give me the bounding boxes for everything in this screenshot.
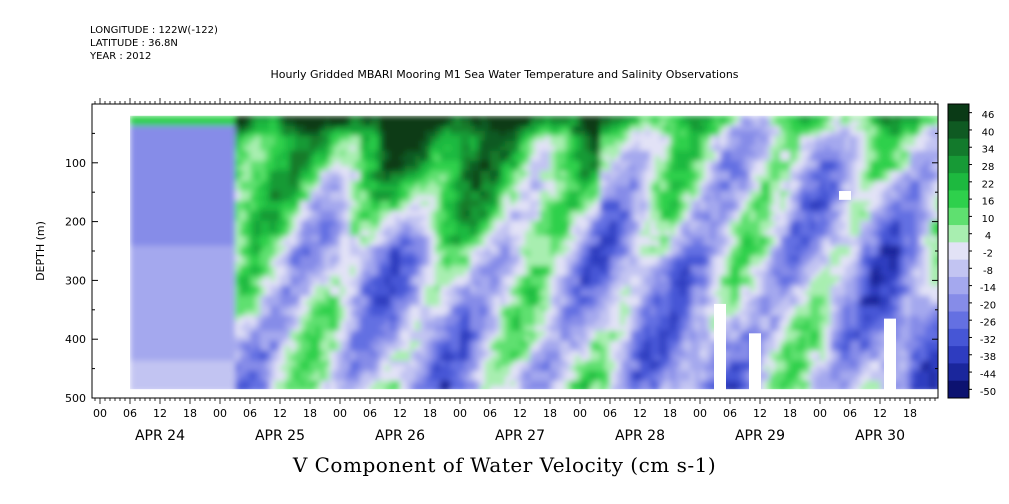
colorbar-label: -26 (980, 318, 996, 329)
x-hour-label: 06 (123, 407, 137, 420)
heatmap-cells (130, 115, 938, 392)
colorbar-label: 16 (982, 197, 995, 208)
colorbar-swatch (948, 138, 969, 157)
colorbar-label: -32 (980, 335, 996, 346)
x-hour-label: 00 (573, 407, 587, 420)
colorbar-swatch (948, 380, 969, 399)
colorbar-label: 34 (982, 145, 995, 156)
x-day-label: APR 25 (255, 428, 305, 444)
colorbar-label: 40 (982, 127, 995, 138)
colorbar-swatch (948, 155, 969, 174)
x-hour-label: 18 (783, 407, 797, 420)
chart-title: Hourly Gridded MBARI Mooring M1 Sea Wate… (270, 68, 739, 81)
x-axis-title: V Component of Water Velocity (cm s-1) (292, 453, 717, 477)
x-hour-label: 06 (843, 407, 857, 420)
x-hour-label: 06 (723, 407, 737, 420)
x-hour-label: 12 (753, 407, 767, 420)
year-label: YEAR : 2012 (90, 51, 152, 62)
colorbar: 46 40 34 28 22 16 10 4 -2 -8 -14 -20 -26 -32 -38 -44 -50 (947, 103, 996, 399)
x-hour-label: 06 (363, 407, 377, 420)
x-hour-label: 06 (603, 407, 617, 420)
colorbar-label: -14 (980, 283, 996, 294)
colorbar-swatch (948, 311, 969, 330)
colorbar-label: -50 (980, 387, 996, 398)
x-hour-label: 12 (273, 407, 287, 420)
y-axis: 100 200 300 400 500 (65, 132, 938, 405)
colorbar-swatch (948, 207, 969, 226)
colorbar-label: 10 (982, 214, 995, 225)
x-day-label: APR 28 (615, 428, 665, 444)
x-hour-label: 18 (543, 407, 557, 420)
x-hour-label: 18 (303, 407, 317, 420)
x-hour-label: 06 (483, 407, 497, 420)
colorbar-swatch (948, 190, 969, 209)
x-hour-label: 00 (813, 407, 827, 420)
colorbar-swatch (948, 121, 969, 140)
colorbar-swatch (948, 294, 969, 313)
colorbar-label: -2 (983, 248, 993, 259)
x-day-label: APR 29 (735, 428, 785, 444)
colorbar-swatch (948, 225, 969, 243)
y-tick-label: 300 (65, 274, 86, 287)
y-tick-label: 100 (65, 157, 86, 170)
colorbar-swatch (948, 346, 969, 364)
x-hour-label: 12 (633, 407, 647, 420)
x-hour-label: 12 (393, 407, 407, 420)
colorbar-swatch (948, 363, 969, 382)
x-hour-label: 18 (183, 407, 197, 420)
x-hour-label: 18 (663, 407, 677, 420)
x-day-label: APR 24 (135, 428, 185, 444)
y-tick-label: 200 (65, 216, 86, 229)
colorbar-swatch (948, 173, 969, 191)
colorbar-label: -20 (980, 300, 996, 311)
colorbar-swatch (948, 104, 969, 122)
x-day-label: APR 30 (855, 428, 905, 444)
y-axis-label: DEPTH (m) (34, 221, 47, 281)
colorbar-label: 28 (982, 162, 995, 173)
x-day-label: APR 27 (495, 428, 545, 444)
x-hour-label: 00 (333, 407, 347, 420)
colorbar-label: -38 (980, 352, 996, 363)
x-hour-label: 18 (423, 407, 437, 420)
x-hour-label: 00 (453, 407, 467, 420)
colorbar-label: 46 (982, 110, 995, 121)
x-hour-label: 12 (153, 407, 167, 420)
latitude-label: LATITUDE : 36.8N (90, 38, 178, 49)
heatmap-field (92, 104, 938, 398)
x-day-label: APR 26 (375, 428, 425, 444)
colorbar-swatch (948, 259, 969, 278)
x-hour-label: 06 (243, 407, 257, 420)
y-tick-label: 500 (65, 392, 86, 405)
colorbar-swatch (948, 276, 969, 295)
x-hour-label: 12 (873, 407, 887, 420)
y-tick-label: 400 (65, 333, 86, 346)
colorbar-label: 4 (985, 231, 991, 242)
longitude-label: LONGITUDE : 122W(-122) (90, 25, 218, 36)
x-hour-label: 18 (903, 407, 917, 420)
missing-data (92, 104, 938, 398)
colorbar-label: 22 (982, 179, 995, 190)
colorbar-swatch (948, 242, 969, 261)
x-hour-label: 00 (213, 407, 227, 420)
colorbar-label: -8 (983, 266, 993, 277)
x-hour-label: 00 (693, 407, 707, 420)
colorbar-label: -44 (980, 370, 996, 381)
x-hour-label: 12 (513, 407, 527, 420)
x-hour-label: 00 (93, 407, 107, 420)
x-axis: 00 06 12 18 00 06 12 18 00 06 12 18 00 06 12 18 00 06 12 18… (93, 407, 917, 444)
colorbar-swatch (948, 328, 969, 347)
